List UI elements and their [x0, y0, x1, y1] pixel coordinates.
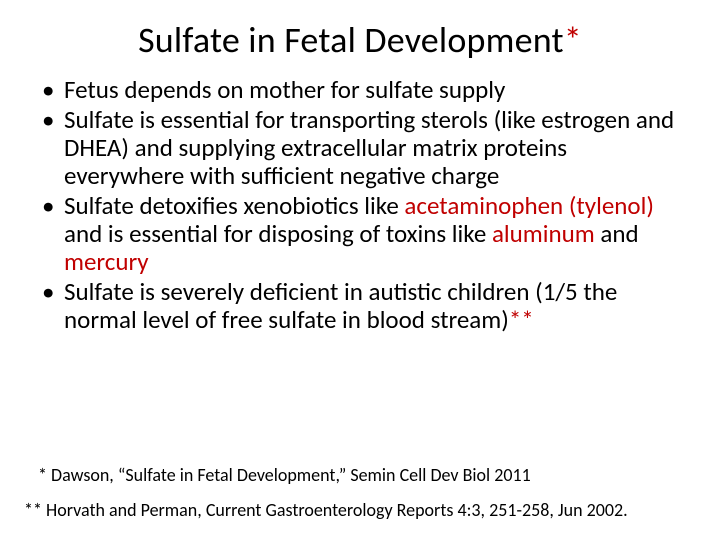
- bullet-text: Sulfate is severely deficient in autisti…: [64, 276, 617, 335]
- highlight-aluminum: aluminum: [492, 218, 595, 249]
- title-asterisk: *: [564, 18, 582, 62]
- bullet-text-mid: and is essential for disposing of toxins…: [64, 218, 492, 249]
- list-item: Sulfate detoxifies xenobiotics like acet…: [42, 192, 686, 276]
- slide-title: Sulfate in Fetal Development*: [34, 18, 686, 62]
- slide: Sulfate in Fetal Development* Fetus depe…: [0, 0, 720, 540]
- bullet-text: Fetus depends on mother for sulfate supp…: [64, 74, 505, 105]
- list-item: Fetus depends on mother for sulfate supp…: [42, 76, 686, 104]
- footnote-1: * Dawson, “Sulfate in Fetal Development,…: [38, 463, 696, 487]
- footnote-2: ** Horvath and Perman, Current Gastroent…: [24, 498, 696, 522]
- title-text: Sulfate in Fetal Development: [138, 18, 564, 62]
- bullet-text-pre: Sulfate detoxifies xenobiotics like: [64, 190, 404, 221]
- highlight-acetaminophen: acetaminophen (tylenol): [404, 190, 654, 221]
- bullet-marker: **: [509, 304, 534, 335]
- footnotes: * Dawson, “Sulfate in Fetal Development,…: [24, 463, 696, 522]
- bullet-text: Sulfate is essential for transporting st…: [64, 104, 674, 191]
- bullet-text-mid2: and: [595, 218, 639, 249]
- bullet-list: Fetus depends on mother for sulfate supp…: [34, 76, 686, 334]
- list-item: Sulfate is essential for transporting st…: [42, 106, 686, 190]
- highlight-mercury: mercury: [64, 246, 149, 277]
- list-item: Sulfate is severely deficient in autisti…: [42, 278, 686, 334]
